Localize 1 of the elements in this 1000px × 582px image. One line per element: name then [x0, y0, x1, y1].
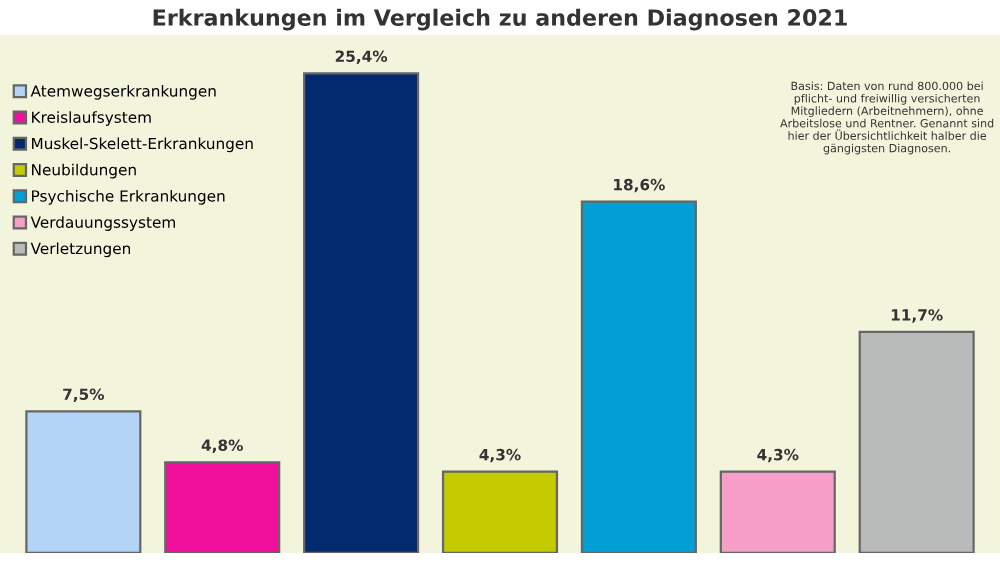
chart-title: Erkrankungen im Vergleich zu anderen Diagnosen 2021 — [153, 8, 847, 31]
